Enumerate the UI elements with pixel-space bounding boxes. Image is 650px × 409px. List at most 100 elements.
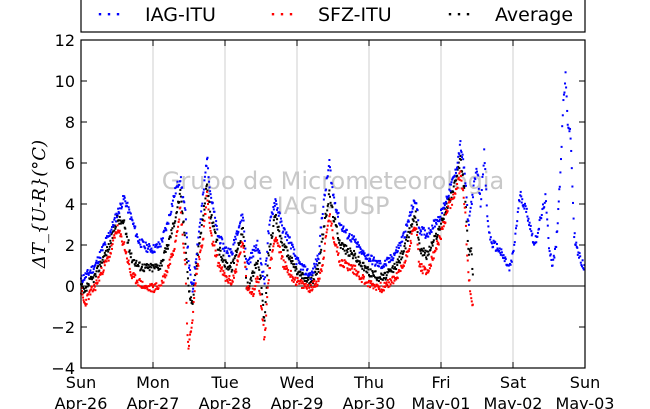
data-point [374, 264, 377, 267]
data-point [440, 209, 442, 212]
data-point [99, 260, 102, 263]
data-point [145, 286, 148, 289]
data-point [347, 236, 350, 239]
data-point [206, 199, 209, 202]
data-point [342, 225, 345, 228]
data-point [167, 266, 170, 269]
data-point [87, 272, 90, 275]
data-point [278, 211, 281, 214]
data-point [423, 268, 426, 271]
data-point [470, 203, 473, 206]
data-point [516, 210, 519, 213]
data-point [139, 268, 142, 271]
data-point [175, 186, 178, 189]
data-point [92, 268, 95, 271]
data-point [166, 271, 169, 274]
data-point [103, 251, 106, 254]
data-point [442, 221, 445, 224]
data-point [265, 259, 268, 262]
data-point [397, 259, 400, 262]
data-point [360, 281, 363, 284]
data-point [264, 263, 267, 266]
data-point [92, 276, 95, 279]
data-point [101, 249, 104, 252]
data-point [101, 246, 104, 249]
data-point [355, 245, 358, 248]
data-point [430, 246, 433, 249]
data-point [331, 206, 334, 209]
data-point [174, 187, 177, 190]
data-point [540, 213, 543, 216]
data-point [100, 266, 103, 269]
data-point [229, 266, 232, 269]
data-point [411, 210, 414, 213]
data-point [473, 180, 476, 183]
data-point [202, 188, 205, 191]
data-point [463, 203, 466, 206]
data-point [230, 270, 233, 273]
data-point [235, 253, 238, 256]
data-point [82, 296, 85, 299]
data-point [186, 334, 189, 337]
data-point [495, 243, 498, 246]
data-point [446, 210, 449, 213]
data-point [258, 289, 261, 292]
data-point [154, 265, 157, 268]
data-point [243, 255, 246, 258]
data-point [394, 251, 397, 254]
data-point [263, 338, 266, 341]
data-point [194, 267, 197, 270]
data-point [277, 211, 280, 214]
data-point [390, 259, 393, 262]
data-point [379, 259, 382, 262]
data-point [338, 239, 341, 242]
data-point [179, 176, 182, 179]
data-point [340, 264, 343, 267]
data-point [267, 279, 270, 282]
data-point [98, 279, 101, 282]
data-point [174, 216, 177, 219]
data-point [152, 284, 155, 287]
data-point [461, 153, 464, 156]
data-point [456, 186, 459, 189]
data-point [213, 244, 216, 247]
data-point [271, 213, 274, 216]
data-point [159, 267, 162, 270]
data-point [354, 252, 357, 255]
data-point [278, 230, 281, 233]
data-point [305, 280, 308, 283]
data-point [281, 244, 284, 247]
data-point [320, 248, 323, 251]
data-point [143, 286, 146, 289]
data-point [124, 252, 127, 255]
data-point [569, 127, 572, 130]
data-point [372, 258, 375, 261]
data-point [401, 256, 404, 259]
data-point [148, 285, 151, 288]
data-point [356, 272, 359, 275]
data-point [484, 184, 487, 187]
data-point [262, 303, 265, 306]
data-point [423, 254, 426, 257]
data-point [447, 198, 450, 201]
data-point [344, 230, 347, 233]
data-point [444, 221, 447, 224]
data-point [203, 202, 206, 205]
data-point [433, 220, 436, 223]
data-point [349, 250, 352, 253]
data-point [451, 178, 454, 181]
data-point [96, 256, 99, 259]
data-point [227, 268, 230, 271]
data-point [459, 158, 462, 161]
data-point [350, 267, 353, 270]
data-point [447, 196, 450, 199]
data-point [301, 264, 304, 267]
data-point [284, 245, 287, 248]
data-point [228, 267, 231, 270]
data-point [152, 286, 154, 289]
data-point [234, 255, 237, 258]
data-point [247, 285, 250, 288]
data-point [191, 302, 194, 305]
data-point [206, 183, 208, 186]
data-point [126, 201, 129, 204]
